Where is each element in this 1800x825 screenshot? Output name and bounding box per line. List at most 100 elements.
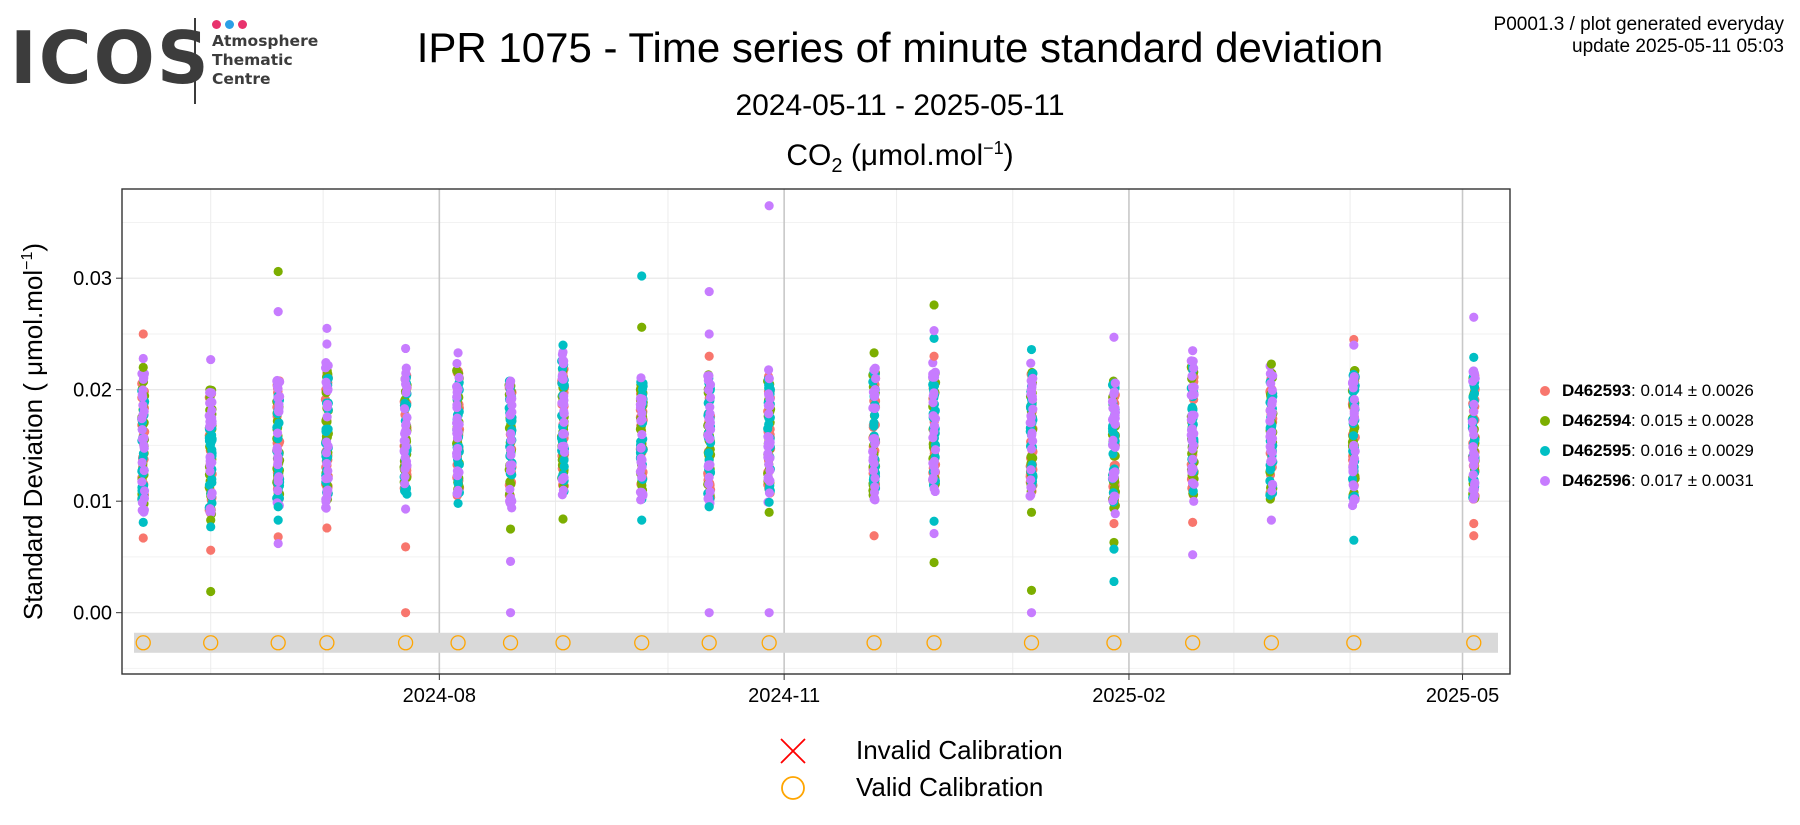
data-point-D462596: [322, 458, 332, 469]
plot-title-superscript: −1: [983, 138, 1004, 158]
data-point-D462596: [763, 365, 774, 375]
logo-divider: [194, 18, 196, 104]
data-point-D462596: [703, 461, 713, 472]
date-range-subtitle: 2024-05-11 - 2025-05-11: [735, 89, 1065, 122]
data-point-D462596: [1188, 550, 1198, 560]
calibration-marker: [135, 635, 151, 651]
data-point-D462596: [137, 457, 147, 468]
data-point-D462596: [452, 471, 463, 481]
data-point-D462596: [322, 399, 333, 409]
data-point-D462596: [452, 358, 462, 369]
data-point-D462596: [869, 487, 880, 497]
legend-series-value: : 0.016 ± 0.0029: [1631, 441, 1754, 460]
data-point-D462596: [272, 375, 282, 386]
data-point-D462596: [1187, 444, 1198, 454]
data-point-D462596: [1187, 371, 1197, 381]
data-point-D462596: [207, 405, 217, 416]
data-point-D462596: [505, 496, 515, 506]
data-point-D462595: [637, 515, 647, 525]
data-point-D462596: [1348, 374, 1359, 384]
data-point-D462596: [205, 422, 215, 432]
data-point-D462596: [1110, 378, 1120, 388]
data-point-D462596: [322, 486, 332, 496]
data-point-D462596: [705, 392, 716, 403]
data-point-D462596: [402, 412, 412, 423]
legend-item: D462593: 0.014 ± 0.0026: [1540, 376, 1754, 406]
legend-series-name: D462593: [1562, 381, 1632, 400]
data-point-D462596: [1108, 468, 1118, 478]
data-point-D462594: [273, 266, 283, 277]
calibration-marker: [319, 635, 335, 651]
data-point-D462596: [1110, 419, 1120, 429]
calibration-marker: [1185, 635, 1201, 651]
data-point-D462596: [273, 393, 283, 403]
data-point-D462596: [139, 440, 149, 450]
data-point-D462596: [1347, 500, 1358, 511]
data-point-D462596: [1188, 464, 1198, 474]
data-point-D462596: [205, 460, 215, 470]
data-point-D462594: [1026, 585, 1037, 595]
valid-calibration-label: Valid Calibration: [856, 772, 1044, 802]
data-point-D462596: [763, 401, 773, 411]
data-point-D462596: [452, 402, 462, 413]
data-point-D462596: [929, 483, 939, 494]
y-tick-label: 0.03: [73, 268, 112, 290]
data-point-D462596: [505, 466, 516, 476]
data-point-D462596: [505, 608, 516, 618]
data-point-D462596: [557, 490, 567, 500]
data-point-D462596: [139, 465, 149, 476]
data-point-D462596: [930, 445, 941, 455]
y-tick-label: 0.01: [73, 491, 112, 513]
data-point-D462595: [453, 478, 463, 489]
data-point-D462596: [1267, 398, 1277, 408]
legend-item: D462595: 0.016 ± 0.0029: [1540, 436, 1754, 466]
data-point-D462596: [705, 487, 715, 497]
data-point-D462596: [402, 382, 412, 392]
data-point-D462596: [557, 370, 567, 380]
data-point-D462596: [1110, 491, 1120, 502]
data-point-D462596: [400, 464, 410, 474]
data-point-D462596: [635, 467, 645, 477]
data-point-D462596: [704, 472, 714, 482]
data-point-D462593: [1469, 518, 1479, 529]
data-point-D462595: [869, 418, 879, 428]
calibration-marker: [1466, 635, 1482, 651]
data-point-D462595: [929, 381, 939, 391]
data-point-D462596: [763, 472, 773, 483]
data-point-D462596: [272, 445, 283, 456]
data-point-D462596: [1349, 406, 1359, 416]
calibration-marker: [866, 635, 882, 651]
calibration-marker: [397, 635, 414, 651]
logo-line: Atmosphere: [212, 32, 319, 50]
data-point-D462596: [139, 486, 150, 496]
data-point-D462595: [453, 498, 463, 509]
data-point-D462596: [559, 391, 569, 401]
data-point-D462596: [1265, 429, 1276, 439]
data-point-D462596: [1026, 465, 1036, 475]
calibration-band: [134, 632, 1498, 653]
data-point-D462596: [273, 476, 283, 487]
data-point-D462596: [636, 373, 646, 383]
data-point-D462595: [1026, 344, 1037, 355]
x-tick-label: 2024-11: [748, 685, 820, 707]
data-point-D462596: [323, 384, 333, 395]
data-point-D462596: [207, 488, 217, 498]
data-point-D462596: [1109, 387, 1119, 397]
y-axis-label-close: ): [18, 243, 48, 252]
data-point-D462596: [764, 201, 774, 211]
calibration-marker: [450, 635, 466, 651]
circle-icon: [781, 775, 805, 800]
data-point-D462594: [929, 557, 939, 568]
legend-dot: [1540, 476, 1550, 486]
data-point-D462596: [323, 441, 333, 451]
data-point-D462596: [321, 503, 331, 513]
data-point-D462596: [1110, 442, 1120, 453]
data-point-D462596: [207, 397, 217, 407]
data-point-D462596: [637, 429, 647, 440]
legend-series-name: D462594: [1562, 411, 1632, 430]
calibration-marker: [555, 635, 571, 651]
data-point-D462595: [558, 340, 568, 350]
data-point-D462596: [1109, 411, 1120, 421]
data-point-D462593: [138, 533, 148, 543]
